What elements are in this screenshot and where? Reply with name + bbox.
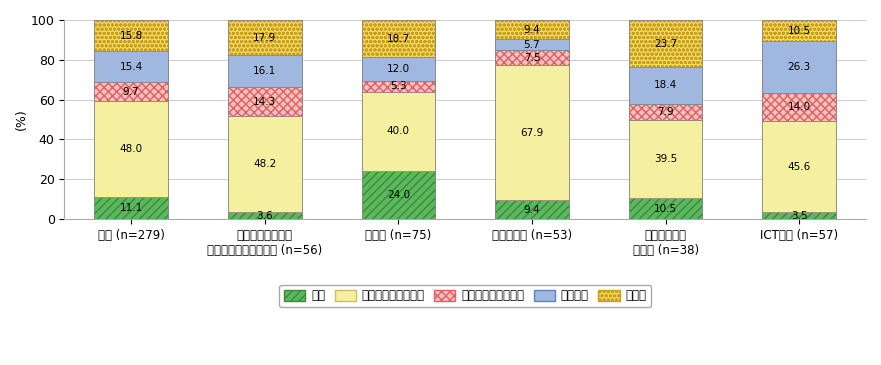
Bar bbox=[94, 51, 168, 82]
Bar bbox=[629, 67, 702, 104]
Text: 24.0: 24.0 bbox=[387, 190, 410, 200]
Text: 39.5: 39.5 bbox=[654, 154, 677, 164]
Bar bbox=[762, 20, 836, 219]
Bar bbox=[228, 88, 301, 116]
Bar bbox=[629, 20, 702, 67]
Bar bbox=[361, 57, 435, 81]
Bar bbox=[495, 20, 569, 219]
Bar bbox=[361, 81, 435, 92]
Bar bbox=[762, 20, 836, 41]
Bar bbox=[94, 197, 168, 219]
Text: 10.5: 10.5 bbox=[654, 204, 677, 214]
Bar bbox=[228, 212, 301, 219]
Text: 5.3: 5.3 bbox=[390, 81, 407, 91]
Bar bbox=[495, 20, 569, 39]
Bar bbox=[228, 116, 301, 212]
Legend: 輸出, 直接投資（同業種）, 直接投資（異業種）, 業務提携, その他: 輸出, 直接投資（同業種）, 直接投資（異業種）, 業務提携, その他 bbox=[279, 285, 651, 307]
Text: 67.9: 67.9 bbox=[521, 128, 544, 138]
Text: 45.6: 45.6 bbox=[788, 162, 811, 172]
Text: 15.8: 15.8 bbox=[120, 31, 143, 41]
Text: 18.4: 18.4 bbox=[654, 81, 677, 91]
Text: 9.4: 9.4 bbox=[523, 205, 540, 215]
Bar bbox=[762, 41, 836, 93]
Bar bbox=[495, 50, 569, 65]
Text: 18.7: 18.7 bbox=[387, 34, 410, 43]
Bar bbox=[762, 212, 836, 219]
Bar bbox=[361, 20, 435, 219]
Text: 48.2: 48.2 bbox=[253, 159, 277, 169]
Text: 26.3: 26.3 bbox=[788, 62, 811, 72]
Text: 3.6: 3.6 bbox=[256, 211, 273, 220]
Text: 16.1: 16.1 bbox=[253, 66, 277, 76]
Text: 48.0: 48.0 bbox=[120, 144, 143, 154]
Text: 10.5: 10.5 bbox=[788, 26, 811, 36]
Bar bbox=[94, 82, 168, 101]
Bar bbox=[361, 20, 435, 57]
Bar bbox=[228, 55, 301, 88]
Bar bbox=[361, 92, 435, 171]
Text: 9.4: 9.4 bbox=[523, 24, 540, 35]
Text: 23.7: 23.7 bbox=[654, 39, 677, 49]
Text: 7.9: 7.9 bbox=[657, 107, 674, 117]
Bar bbox=[228, 20, 301, 55]
Bar bbox=[94, 20, 168, 51]
Text: 7.5: 7.5 bbox=[523, 53, 540, 63]
Text: 14.3: 14.3 bbox=[253, 97, 277, 107]
Text: 3.5: 3.5 bbox=[791, 211, 808, 220]
Bar bbox=[361, 171, 435, 219]
Text: 12.0: 12.0 bbox=[387, 64, 410, 74]
Text: 9.7: 9.7 bbox=[122, 87, 139, 97]
Bar bbox=[495, 39, 569, 50]
Text: 40.0: 40.0 bbox=[387, 127, 410, 137]
Bar bbox=[495, 65, 569, 200]
Y-axis label: (%): (%) bbox=[15, 109, 28, 130]
Bar bbox=[762, 121, 836, 212]
Text: 11.1: 11.1 bbox=[120, 203, 143, 213]
Bar bbox=[94, 101, 168, 197]
Bar bbox=[629, 120, 702, 198]
Bar bbox=[629, 20, 702, 219]
Bar bbox=[629, 198, 702, 219]
Bar bbox=[629, 104, 702, 120]
Bar bbox=[228, 20, 301, 219]
Bar bbox=[762, 93, 836, 121]
Bar bbox=[94, 20, 168, 219]
Bar bbox=[495, 200, 569, 219]
Text: 14.0: 14.0 bbox=[788, 103, 811, 112]
Text: 15.4: 15.4 bbox=[120, 62, 143, 72]
Text: 5.7: 5.7 bbox=[523, 39, 540, 50]
Text: 17.9: 17.9 bbox=[253, 32, 277, 43]
